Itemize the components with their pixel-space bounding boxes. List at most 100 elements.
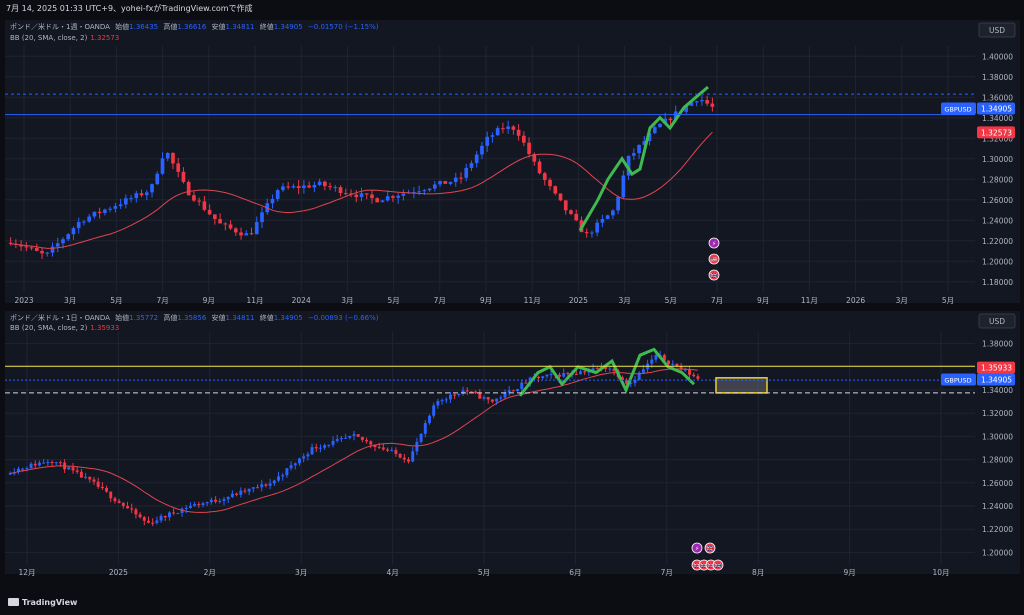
- time-tick: 2025: [109, 568, 128, 577]
- event-icon[interactable]: [691, 542, 703, 554]
- candle: [117, 501, 121, 503]
- candle: [490, 399, 494, 402]
- candle: [422, 190, 427, 192]
- candle: [109, 491, 113, 499]
- candle: [444, 399, 448, 401]
- time-tick: 9月: [757, 296, 769, 305]
- candle: [423, 423, 427, 434]
- candle: [625, 380, 629, 384]
- currency-badge-weekly[interactable]: [978, 22, 1016, 38]
- candle: [126, 506, 129, 509]
- candle: [281, 475, 285, 477]
- candle: [394, 450, 398, 454]
- svg-text:ポンド／米ドル・1日・OANDA 始値1.357: ポンド／米ドル・1日・OANDA 始値1.35772 高値1.35856 安値1…: [10, 313, 379, 322]
- candle: [247, 488, 251, 492]
- tradingview-icon: [8, 598, 19, 606]
- event-icon[interactable]: [708, 237, 720, 249]
- candle: [574, 213, 579, 221]
- candle: [8, 473, 12, 475]
- event-glyph: 🇬🇧: [707, 562, 715, 570]
- candle: [218, 219, 222, 224]
- candle: [67, 467, 71, 470]
- candle: [524, 382, 528, 384]
- candle: [331, 440, 335, 445]
- candle: [71, 467, 75, 471]
- price-label-text: 1.32573: [981, 128, 1012, 137]
- candle: [364, 193, 369, 195]
- time-tick: 7月: [711, 296, 723, 305]
- event-icon[interactable]: [704, 542, 716, 554]
- candle: [289, 465, 293, 469]
- event-icon[interactable]: [708, 269, 720, 281]
- candle: [343, 193, 348, 195]
- candle: [432, 184, 437, 189]
- candle: [21, 468, 25, 470]
- candle: [205, 502, 209, 504]
- candle: [249, 233, 254, 235]
- candle: [45, 252, 50, 254]
- candle: [553, 186, 558, 194]
- time-tick: 3月: [64, 296, 76, 305]
- currency-badge-daily[interactable]: [978, 313, 1016, 329]
- candle: [696, 376, 700, 379]
- event-icon[interactable]: [708, 253, 720, 265]
- candle: [688, 369, 691, 375]
- candle: [251, 487, 255, 489]
- wave-drawing-weekly[interactable]: [578, 85, 709, 232]
- candle: [562, 372, 566, 377]
- candle: [134, 193, 139, 199]
- candle: [501, 128, 505, 130]
- candle: [443, 181, 448, 184]
- candle: [286, 186, 291, 188]
- candle: [486, 397, 490, 400]
- candle: [296, 186, 301, 189]
- candle: [453, 177, 458, 183]
- candle: [464, 167, 469, 178]
- candle: [181, 171, 186, 182]
- candle: [37, 462, 41, 466]
- candle: [631, 153, 636, 156]
- candle: [474, 154, 479, 164]
- candle: [608, 368, 612, 370]
- candle: [129, 198, 133, 200]
- price-label-text: 1.34905: [981, 104, 1012, 113]
- candle: [40, 250, 44, 254]
- candle: [527, 142, 531, 155]
- candle: [650, 359, 654, 364]
- candle: [662, 354, 666, 361]
- price-axis-weekly[interactable]: [975, 20, 1020, 303]
- candle: [637, 372, 641, 381]
- candle: [55, 243, 60, 247]
- wave-drawing-daily[interactable]: [518, 347, 696, 397]
- price-tick: 1.36000: [982, 93, 1013, 102]
- candle: [147, 520, 150, 523]
- candle: [647, 133, 652, 142]
- tradingview-logo[interactable]: TradingView: [8, 598, 77, 607]
- candle: [652, 127, 657, 134]
- candle: [222, 499, 226, 501]
- candle: [705, 100, 709, 104]
- candle: [548, 179, 552, 187]
- candle: [314, 447, 318, 449]
- candle: [159, 515, 163, 521]
- candle: [419, 433, 423, 442]
- price-tick: 1.30000: [982, 155, 1013, 164]
- candle: [520, 382, 524, 389]
- time-tick: 9月: [203, 296, 215, 305]
- pane-daily[interactable]: [5, 311, 975, 574]
- event-icon[interactable]: [712, 559, 724, 571]
- candle: [151, 522, 155, 524]
- candle: [8, 242, 13, 244]
- candle: [356, 434, 360, 437]
- price-axis-daily[interactable]: [975, 311, 1020, 574]
- candle: [506, 126, 510, 129]
- candle: [317, 181, 322, 186]
- candle: [436, 401, 440, 406]
- candle: [54, 462, 58, 464]
- candle: [658, 123, 662, 128]
- candle: [66, 234, 71, 240]
- candle: [180, 508, 184, 513]
- candle: [230, 493, 234, 497]
- pane-weekly[interactable]: [5, 20, 975, 303]
